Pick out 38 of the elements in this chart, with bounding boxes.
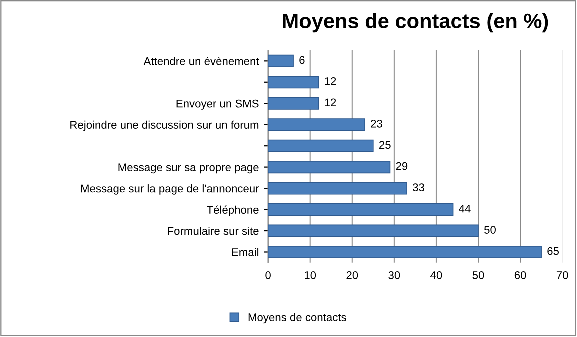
y-tick-label: Envoyer un SMS: [176, 100, 259, 110]
bar: [268, 224, 479, 238]
chart-title: Moyens de contacts (en %): [283, 13, 548, 33]
x-tick-label: 20: [346, 271, 358, 280]
data-label: 23: [371, 120, 382, 128]
data-label: 12: [325, 98, 336, 106]
x-tick-label: 30: [388, 271, 400, 280]
bar: [268, 140, 374, 152]
x-tick-label: 40: [430, 271, 442, 280]
y-tick-label: Email: [232, 248, 259, 256]
bar: [268, 118, 366, 132]
x-tick-label: 10: [305, 271, 316, 280]
data-label: 25: [380, 141, 391, 150]
bar: [268, 204, 454, 216]
y-tick-label: Message sur sa propre page: [118, 164, 259, 174]
bar: [268, 97, 320, 110]
data-label: 33: [413, 184, 424, 192]
y-tick-label: Attendre un évènement: [144, 57, 260, 66]
y-tick-label: Message sur la page de l'annonceur: [81, 184, 260, 195]
y-tick-label: Téléphone: [207, 206, 259, 216]
y-tick-label: Formulaire sur site: [168, 226, 259, 236]
legend-label: Moyens de contacts: [248, 313, 346, 324]
bar: [268, 76, 320, 89]
y-tick-label: Rejoindre une discussion sur un forum: [70, 120, 259, 132]
bar: [268, 182, 408, 195]
x-tick-label: 70: [556, 271, 568, 280]
data-label: 6: [300, 56, 305, 64]
data-label: 50: [484, 226, 496, 234]
x-tick-label: 0: [266, 271, 271, 280]
x-tick-label: 60: [514, 271, 526, 280]
data-label: 29: [396, 162, 408, 170]
data-label: 44: [459, 205, 471, 213]
x-tick-label: 50: [472, 271, 484, 280]
bar: [268, 54, 294, 68]
bar: [268, 246, 542, 259]
data-label: 12: [325, 78, 336, 86]
bar: [268, 161, 391, 174]
data-label: 65: [548, 247, 560, 256]
